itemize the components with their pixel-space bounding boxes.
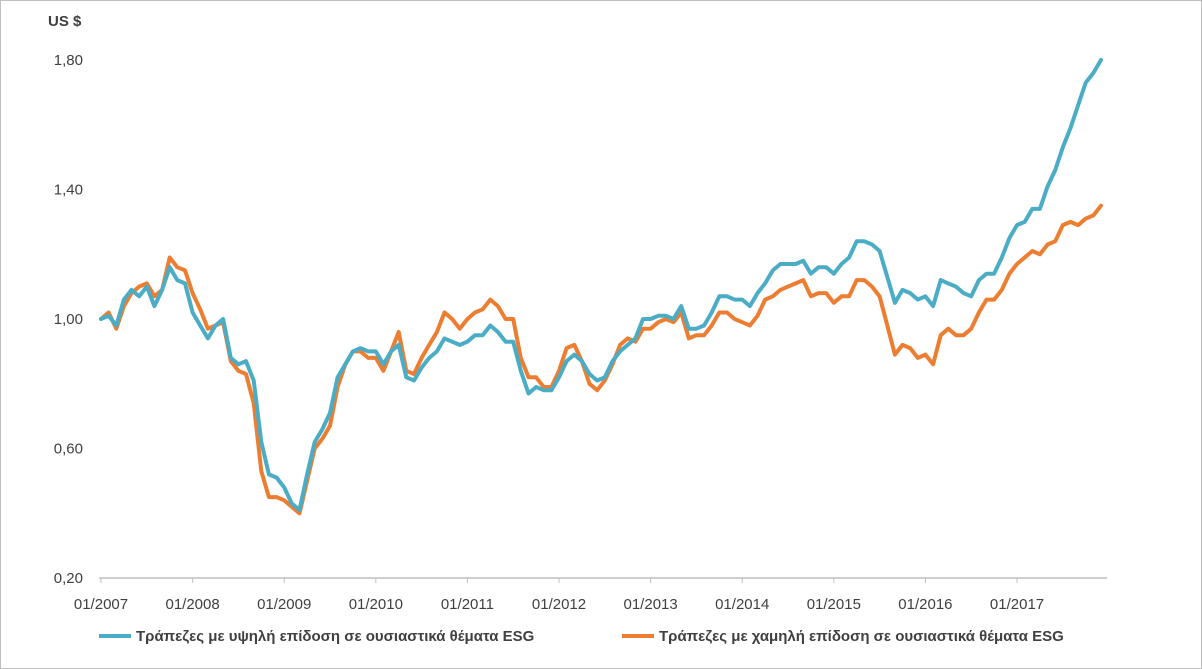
y-tick-label: 1,80 bbox=[54, 52, 83, 69]
x-tick-label: 01/2017 bbox=[990, 596, 1044, 613]
x-tick-label: 01/2014 bbox=[715, 596, 769, 613]
legend-label-high-esg: Τράπεζες με υψηλή επίδοση σε ουσιαστικά … bbox=[136, 628, 534, 645]
y-tick-label: 1,00 bbox=[54, 311, 83, 328]
series-line-high-esg bbox=[99, 58, 1103, 512]
y-tick-label: 0,20 bbox=[54, 570, 83, 587]
x-tick-label: 01/2007 bbox=[74, 596, 128, 613]
x-tick-label: 01/2010 bbox=[349, 596, 403, 613]
series-lines bbox=[99, 58, 1103, 516]
x-axis-ticks: 01/2007 01/2008 01/2009 01/2010 01/2011 01/20… bbox=[74, 578, 1044, 613]
x-tick-label: 01/2016 bbox=[898, 596, 952, 613]
x-tick-label: 01/2008 bbox=[165, 596, 219, 613]
legend: Τράπεζες με υψηλή επίδοση σε ουσιαστικά … bbox=[99, 628, 1064, 645]
legend-item-low-esg[interactable]: Τράπεζες με χαμηλή επίδοση σε ουσιαστικά… bbox=[622, 628, 1064, 645]
legend-item-high-esg[interactable]: Τράπεζες με υψηλή επίδοση σε ουσιαστικά … bbox=[99, 628, 534, 645]
y-axis-unit-label: US $ bbox=[48, 13, 82, 30]
x-tick-label: 01/2013 bbox=[624, 596, 678, 613]
y-tick-label: 1,40 bbox=[54, 182, 83, 199]
x-tick-label: 01/2012 bbox=[532, 596, 586, 613]
x-tick-label: 01/2009 bbox=[257, 596, 311, 613]
x-tick-label: 01/2011 bbox=[441, 596, 494, 613]
legend-label-low-esg: Τράπεζες με χαμηλή επίδοση σε ουσιαστικά… bbox=[659, 628, 1064, 645]
x-tick-label: 01/2015 bbox=[807, 596, 861, 613]
y-axis-ticks: 0,20 0,60 1,00 1,40 1,80 bbox=[54, 52, 83, 587]
y-tick-label: 0,60 bbox=[54, 441, 83, 458]
series-line-low-esg bbox=[99, 203, 1103, 516]
